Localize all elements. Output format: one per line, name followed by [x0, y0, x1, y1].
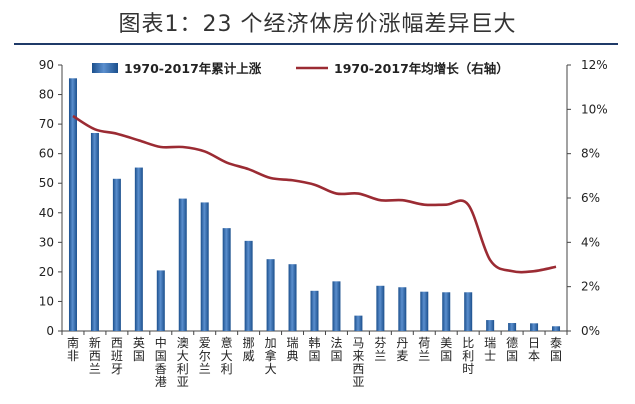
y-right-tick-label: 6%: [581, 191, 600, 205]
legend-label-bars: 1970-2017年累计上涨: [124, 61, 262, 76]
y-left-tick-label: 40: [39, 206, 54, 220]
x-tick-label: 西班牙: [111, 336, 123, 376]
y-left-tick-label: 90: [39, 58, 54, 72]
bar: [486, 320, 495, 331]
y-left-tick-label: 50: [39, 176, 54, 190]
bar: [310, 290, 319, 331]
x-tick-label: 挪威: [243, 336, 255, 363]
x-tick-label: 比利时: [462, 336, 474, 376]
title-divider: [14, 43, 618, 45]
y-left-tick-label: 0: [46, 324, 54, 338]
x-tick-label: 中国香港: [155, 335, 167, 389]
bar: [266, 259, 275, 331]
x-tick-label: 德国: [506, 335, 518, 363]
bar: [332, 281, 341, 331]
bar: [552, 326, 561, 331]
y-left-tick-label: 80: [39, 88, 54, 102]
chart-title: 图表1：23 个经济体房价涨幅差异巨大: [118, 12, 517, 37]
y-right-tick-label: 0%: [581, 324, 600, 338]
x-tick-label: 瑞典: [287, 336, 299, 363]
x-tick-label: 芬兰: [374, 336, 386, 363]
x-tick-label: 新西兰: [89, 335, 101, 376]
bar: [244, 240, 253, 331]
bar: [112, 178, 121, 331]
chart-bars: [68, 78, 561, 331]
bar: [530, 323, 539, 331]
x-tick-label: 加拿大: [265, 336, 277, 376]
bar: [376, 285, 385, 331]
chart-axes: 0 10 20 30 40 50 60 70 80 90 0% 2% 4% 6% 8% 10% 12%: [39, 58, 608, 338]
x-tick-label: 法国: [330, 336, 342, 363]
x-tick-label: 马来西亚: [352, 336, 364, 389]
x-tick-label: 丹麦: [396, 336, 408, 363]
bar: [354, 315, 363, 331]
bar: [222, 228, 231, 331]
x-tick-label: 南非: [67, 335, 79, 363]
bar: [156, 270, 165, 331]
y-left-tick-label: 10: [39, 294, 54, 308]
x-tick-label: 日本: [528, 336, 540, 363]
x-tick-label: 瑞士: [484, 336, 496, 363]
x-tick-label: 韩国: [308, 335, 320, 363]
x-tick-label: 泰国: [550, 336, 562, 363]
y-right-tick-label: 4%: [581, 235, 600, 249]
y-right-tick-label: 2%: [581, 280, 600, 294]
series-line: [72, 114, 557, 274]
chart-line: [72, 114, 557, 274]
bar: [68, 78, 77, 331]
bar: [508, 323, 517, 331]
bar: [464, 292, 473, 331]
chart-legend: 1970-2017年累计上涨 1970-2017年均增长（右轴）: [92, 61, 509, 76]
x-tick-label: 爱尔兰: [199, 336, 211, 376]
y-left-tick-label: 30: [39, 235, 54, 249]
bar: [398, 287, 407, 331]
legend-swatch-bars: [92, 63, 118, 73]
legend-label-line: 1970-2017年均增长（右轴）: [334, 61, 509, 76]
x-tick-label: 澳大利亚: [177, 336, 189, 389]
bar: [288, 264, 297, 331]
x-tick-label: 英国: [133, 336, 145, 363]
x-tick-label: 荷兰: [418, 336, 430, 363]
bar: [200, 202, 209, 331]
x-tick-label: 美国: [440, 336, 452, 363]
bar: [178, 198, 187, 331]
x-tick-label: 意大利: [221, 335, 233, 376]
bar: [134, 167, 143, 331]
y-right-tick-label: 10%: [581, 102, 608, 116]
y-right-tick-label: 12%: [581, 58, 608, 72]
bar: [90, 132, 99, 331]
y-left-tick-label: 20: [39, 265, 54, 279]
bar: [442, 292, 451, 331]
x-tick-labels: 南非新西兰西班牙英国中国香港澳大利亚爱尔兰意大利挪威加拿大瑞典韩国法国马来西亚芬…: [67, 335, 562, 389]
y-left-tick-label: 60: [39, 147, 54, 161]
y-left-tick-label: 70: [39, 117, 54, 131]
bar: [420, 291, 429, 331]
y-right-tick-label: 8%: [581, 147, 600, 161]
